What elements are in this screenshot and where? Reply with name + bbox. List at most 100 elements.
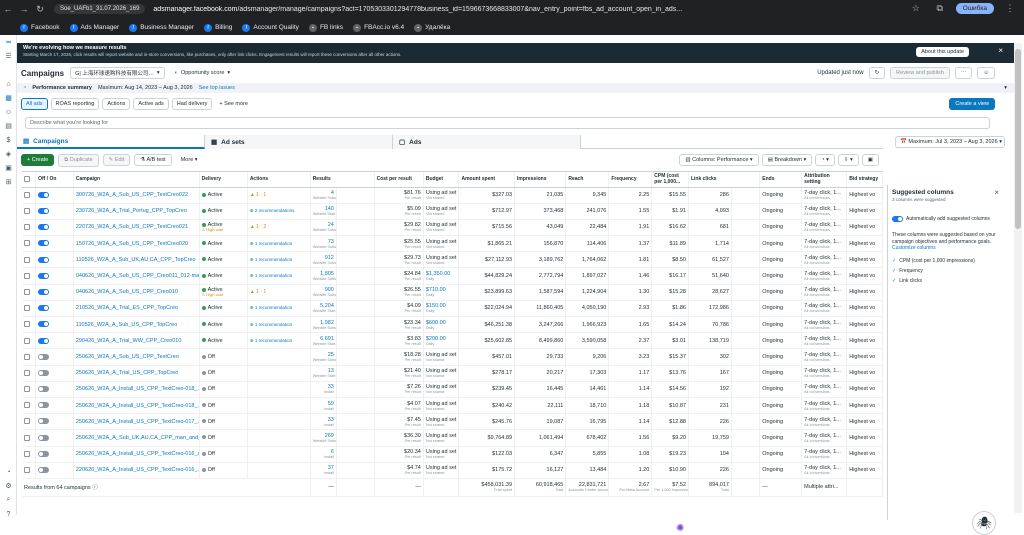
- bookmark-item[interactable]: f Account Quality: [242, 23, 299, 32]
- view-had-delivery[interactable]: Had delivery: [171, 98, 213, 110]
- actions-cell[interactable]: ⊕ 1 recommendation: [247, 235, 311, 253]
- row-toggle-cell[interactable]: [35, 219, 74, 237]
- settings-icon[interactable]: ⚙: [5, 483, 12, 490]
- table-row[interactable]: 150726_W2A_A_Sub_US_CPP_TextCreo020 Activ…: [22, 235, 883, 253]
- campaign-name-cell[interactable]: 110526_W2A_A_Sub_US_CPP_TopCreo: [73, 316, 200, 334]
- row-toggle-cell[interactable]: [35, 284, 74, 301]
- row-toggle-cell[interactable]: [35, 462, 74, 479]
- row-checkbox[interactable]: [24, 467, 30, 474]
- close-icon[interactable]: ×: [994, 188, 999, 197]
- chevron-down-icon[interactable]: ▾: [1004, 85, 1007, 91]
- campaign-toggle[interactable]: [38, 369, 50, 376]
- about-update-button[interactable]: About this update: [916, 47, 969, 57]
- campaign-name-cell[interactable]: 040626_W2A_A_Sub_US_CPP_Creo011_012-man: [73, 267, 200, 285]
- row-checkbox-cell[interactable]: [22, 348, 37, 366]
- column-cost-per-result[interactable]: Cost per result: [374, 172, 424, 188]
- reports-icon[interactable]: ▤: [5, 123, 12, 130]
- campaign-toggle[interactable]: [38, 191, 50, 198]
- row-checkbox-cell[interactable]: [22, 381, 37, 398]
- create-view-button[interactable]: Create a view: [949, 98, 995, 110]
- row-toggle-cell[interactable]: [35, 187, 74, 204]
- customize-columns-link[interactable]: Customize columns: [892, 245, 936, 251]
- campaign-name-cell[interactable]: 110526_W2A_A_Sub_UK,AU,CA_CPP_TopCreo: [73, 251, 200, 269]
- actions-cell[interactable]: [247, 397, 311, 415]
- budget-cell[interactable]: Using ad set bu...Not shared: [423, 235, 460, 253]
- panel-toggle-button[interactable]: ▣: [861, 154, 879, 166]
- search-input[interactable]: Describe what you're looking for: [25, 117, 990, 129]
- column-amount-spent[interactable]: Amount spent: [458, 172, 516, 188]
- campaign-name-cell[interactable]: 250626_W2A_A_Sub_UK,AU,CA_CPP_man_and_..…: [73, 429, 200, 447]
- view-active-ads[interactable]: Active ads: [133, 98, 169, 110]
- menu-icon[interactable]: ⋮: [1005, 3, 1015, 13]
- campaign-toggle[interactable]: [38, 337, 50, 344]
- table-row[interactable]: 290426_W2A_A_Trial_WW_CPP_Creo010 Active ⊕…: [22, 332, 883, 350]
- campaign-name-cell[interactable]: 230726_W2A_A_Trial_Portug_CPP_TopCreo: [73, 203, 200, 220]
- campaign-name-cell[interactable]: 250626_W2A_A_Sub_US_CPP_TextCreo: [73, 348, 200, 366]
- table-row[interactable]: 250626_W2A_A_Install_US_CPP_TextCreo-018…: [22, 397, 883, 415]
- campaign-toggle[interactable]: [38, 321, 50, 328]
- actions-cell[interactable]: ⊕ 1 recommendation: [247, 300, 311, 318]
- actions-cell[interactable]: [247, 381, 311, 398]
- see-top-issues-link[interactable]: See top issues: [198, 85, 235, 91]
- results-cell[interactable]: 59 Install: [310, 397, 337, 415]
- campaign-toggle[interactable]: [38, 450, 50, 457]
- table-row[interactable]: 040626_W2A_A_Sub_US_CPP_Creo010 Active ⚠ H…: [22, 284, 883, 301]
- row-checkbox[interactable]: [24, 305, 30, 312]
- ab-test-button[interactable]: ⚗ A/B test: [134, 154, 172, 166]
- bookmark-item[interactable]: f Facebook: [20, 23, 60, 32]
- close-icon[interactable]: ×: [998, 46, 1003, 55]
- row-toggle-cell[interactable]: [35, 316, 74, 334]
- table-row[interactable]: 210526_W2A_A_Trial_ES_CPP_TopCreo Active ⊕…: [22, 300, 883, 318]
- refresh-button[interactable]: ↻: [868, 67, 886, 79]
- column-actions[interactable]: Actions: [247, 172, 311, 188]
- row-checkbox-cell[interactable]: [22, 251, 37, 269]
- see-more-views[interactable]: + See more: [215, 99, 252, 109]
- column-campaign[interactable]: Campaign: [73, 172, 200, 188]
- actions-cell[interactable]: ⊕ 1 recommendation: [247, 251, 311, 269]
- row-checkbox[interactable]: [24, 224, 30, 231]
- campaign-toggle[interactable]: [38, 353, 50, 360]
- column-results[interactable]: Results: [310, 172, 375, 188]
- browser-profile-chip[interactable]: Soe_UAFb1_31.07.2026_169: [54, 4, 146, 14]
- column-frequency[interactable]: Frequency: [608, 172, 653, 188]
- more-options-button[interactable]: ⋯: [954, 67, 973, 79]
- extensions-icon[interactable]: ⧉: [936, 3, 943, 13]
- column-impressions[interactable]: Impressions: [514, 172, 567, 188]
- column-attribution[interactable]: Attribution setting: [801, 172, 848, 188]
- avatar[interactable]: ☺: [977, 67, 995, 79]
- row-checkbox-cell[interactable]: [22, 332, 37, 350]
- budget-cell[interactable]: Using ad set bu...Not shared: [423, 381, 460, 398]
- table-row[interactable]: 110526_W2A_A_Sub_US_CPP_TopCreo Active ⊕ 1…: [22, 316, 883, 334]
- row-checkbox[interactable]: [24, 418, 30, 425]
- row-checkbox-cell[interactable]: [22, 267, 37, 285]
- row-checkbox-cell[interactable]: [22, 365, 37, 382]
- row-checkbox-cell[interactable]: [22, 462, 37, 479]
- row-toggle-cell[interactable]: [35, 203, 74, 220]
- suggested-column-link-clicks[interactable]: ✓ Link clicks: [892, 278, 1001, 284]
- campaign-name-cell[interactable]: 220726_W2A_A_Sub_US_CPP_TextCreo021: [73, 219, 200, 237]
- row-checkbox[interactable]: [24, 256, 30, 263]
- campaign-name-cell[interactable]: 250626_W2A_A_Install_US_CPP_TextCreo-016…: [73, 446, 200, 463]
- bookmark-item[interactable]: f Ads Manager: [69, 23, 119, 32]
- budget-cell[interactable]: Using ad set bu...Not shared: [423, 219, 460, 237]
- actions-cell[interactable]: ⊕ 1 recommendation: [247, 332, 311, 350]
- campaign-toggle[interactable]: [38, 402, 50, 409]
- actions-cell[interactable]: ⊕ 2 recommendations: [247, 203, 311, 220]
- budget-cell[interactable]: Using ad set bu...Not shared: [423, 397, 460, 415]
- scrollbar-thumb[interactable]: [1015, 49, 1021, 229]
- table-row[interactable]: 220626_W2A_A_Install_US_CPP_TextCreo-016…: [22, 462, 883, 479]
- row-checkbox[interactable]: [24, 272, 30, 279]
- bookmark-item[interactable]: ▪ FBAcc.io v6.4: [353, 23, 404, 32]
- row-checkbox[interactable]: [24, 402, 30, 409]
- select-all-header[interactable]: [22, 172, 37, 188]
- menu-icon[interactable]: ☰: [5, 53, 12, 60]
- budget-cell[interactable]: $150.00 Daily: [423, 300, 460, 318]
- star-icon[interactable]: ☆: [911, 3, 920, 13]
- audiences-icon[interactable]: ☺: [4, 108, 13, 116]
- view-roas-reporting[interactable]: ROAS reporting: [50, 98, 100, 110]
- campaign-toggle[interactable]: [38, 467, 50, 474]
- row-checkbox-cell[interactable]: [22, 284, 37, 301]
